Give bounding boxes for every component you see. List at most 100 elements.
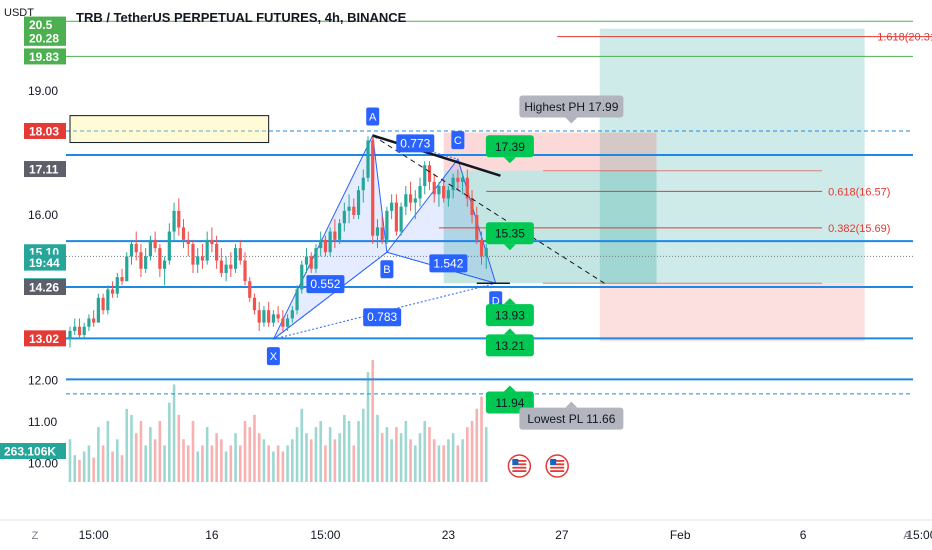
volume-bar: [361, 408, 365, 482]
volume-bar: [111, 451, 114, 482]
candle-body: [366, 140, 370, 178]
event-icons: [507, 454, 569, 478]
volume-bar: [385, 427, 389, 482]
volume-bar: [314, 427, 318, 482]
volume-bar: [224, 451, 228, 482]
candle-body: [451, 177, 455, 191]
fib-label-2: 0.382(15.69): [828, 223, 890, 235]
volume-bar: [357, 421, 360, 482]
trendline-0: [372, 134, 501, 177]
yellow-box-layer: [69, 115, 270, 144]
volume-bar: [210, 445, 214, 482]
volume-bar: [92, 457, 95, 482]
time-tick-2: 15:00: [310, 528, 340, 542]
volume-bar: [338, 433, 341, 482]
volume-bar: [404, 421, 408, 482]
candle-body: [333, 231, 337, 240]
candle-body: [215, 243, 219, 261]
chart-title: TRB / TetherUS PERPETUAL FUTURES, 4h, BI…: [76, 10, 407, 25]
price-badge-axis-label-6: 19:44: [29, 256, 60, 270]
candle-body: [418, 186, 422, 199]
candle-body: [77, 326, 82, 336]
candle-body: [144, 256, 148, 269]
flag-stripe: [550, 470, 565, 472]
candle-body: [319, 239, 323, 249]
candle-body: [442, 186, 446, 199]
candle-body: [484, 248, 488, 257]
candle-body: [408, 194, 413, 203]
volume-bar: [257, 433, 261, 482]
candle-body: [427, 165, 432, 182]
flag-canton: [550, 459, 557, 465]
volume-bar: [97, 427, 100, 482]
price-badge-label-2: 13.93: [495, 309, 525, 323]
price-badge-axis-label-3: 18.03: [29, 124, 59, 138]
volume-bar: [101, 445, 105, 482]
volume-bar: [423, 421, 427, 482]
candle-body: [446, 190, 450, 199]
candle-body: [115, 277, 119, 294]
ratio-label-2: 1.542: [433, 256, 463, 270]
candle-body: [96, 297, 100, 323]
candle-body: [73, 326, 77, 331]
flag-canton: [512, 459, 519, 465]
candle-body: [148, 239, 153, 257]
candle-body: [196, 256, 200, 265]
point-d-label: D: [492, 295, 500, 307]
volume-bar: [371, 360, 375, 482]
volume-bar: [272, 451, 275, 482]
candle-body: [356, 190, 361, 215]
point-b-label: B: [383, 264, 390, 276]
volume-bar: [418, 433, 422, 482]
candle-body: [87, 318, 91, 327]
candle-body: [342, 210, 346, 224]
candle-body: [238, 248, 242, 261]
flag-stripe: [512, 463, 527, 466]
candle-body: [186, 239, 190, 244]
volume-bar: [177, 414, 181, 482]
candle-body: [456, 177, 460, 182]
trendlines: [372, 134, 605, 284]
pivot-bg-0: [519, 95, 624, 118]
volume-bar: [376, 414, 379, 482]
time-tick-6: 6: [800, 528, 807, 542]
candle-body: [361, 177, 365, 191]
zoom-button: Z: [32, 530, 39, 542]
volume-bar: [215, 433, 218, 482]
price-badge-axis-2: [24, 48, 66, 65]
flag-stripe: [512, 470, 527, 472]
pivot-label-1: Lowest PL 11.66: [527, 412, 615, 426]
point-a-label: A: [369, 112, 377, 124]
price-badge-arrow-0: [503, 157, 516, 164]
price-tick-1: 16.00: [28, 208, 58, 222]
volume-axis-badge-label: 263.106K: [4, 445, 56, 459]
volume-bar: [158, 421, 162, 482]
volume-bar: [437, 445, 441, 482]
candle-body: [338, 223, 342, 240]
price-badge-label-3: 13.21: [495, 339, 525, 353]
candle-body: [101, 297, 105, 311]
point-b-bg: [380, 260, 394, 279]
candle-body: [432, 181, 436, 195]
price-badge-arrow-3: [503, 328, 516, 335]
volume-bar: [125, 408, 129, 482]
candle-body: [285, 318, 290, 327]
point-x-label: X: [270, 351, 278, 363]
volume-bar: [87, 445, 91, 482]
volume-bar: [267, 445, 270, 482]
candle-body: [276, 314, 280, 319]
time-tick-7: 15:00: [906, 528, 932, 542]
candle-body: [470, 198, 474, 215]
volume-bar: [366, 372, 370, 482]
price-axis[interactable]: 19.00 16.00 12.00 11.00 10.00 20.520.28 19.83 1…: [0, 0, 66, 520]
volume-bar: [395, 427, 398, 482]
price-tick-0: 19.00: [28, 84, 58, 98]
volume-bar: [399, 433, 403, 482]
price-badge-axis-6: [24, 254, 66, 271]
candle-body: [248, 281, 252, 298]
volume-bar: [442, 445, 445, 482]
volume-bar: [201, 445, 204, 482]
